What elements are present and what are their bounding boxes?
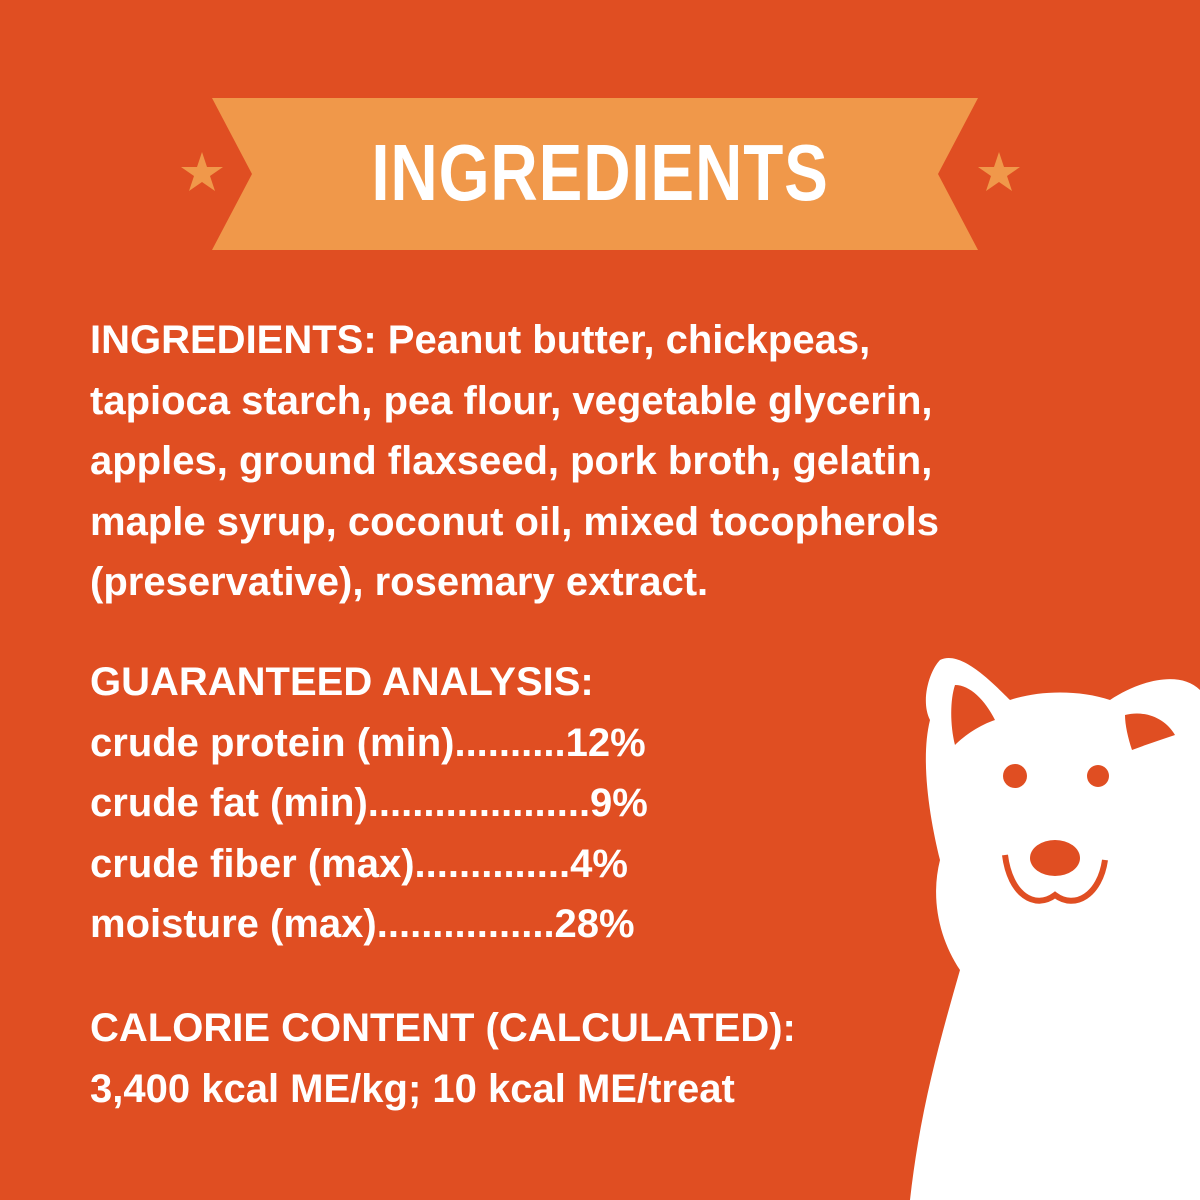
analysis-row: moisture (max)................28% [90, 902, 635, 946]
ingredients-line: tapioca starch, pea flour, vegetable gly… [90, 378, 933, 423]
analysis-row: crude fat (min)....................9% [90, 781, 648, 825]
analysis-row: crude fiber (max)..............4% [90, 841, 628, 886]
calorie-content: CALORIE CONTENT (CALCULATED): 3,400 kcal… [90, 998, 796, 1119]
star-icon [181, 152, 223, 191]
star-icon [978, 152, 1020, 191]
ingredients-banner [181, 98, 1020, 250]
ingredients-line: INGREDIENTS: Peanut butter, chickpeas, [90, 318, 871, 362]
guaranteed-analysis: GUARANTEED ANALYSIS: crude protein (min)… [90, 652, 648, 955]
calorie-heading: CALORIE CONTENT (CALCULATED): [90, 1006, 796, 1050]
calorie-value: 3,400 kcal ME/kg; 10 kcal ME/treat [90, 1066, 735, 1111]
banner-ribbon [212, 98, 978, 250]
banner-title: INGREDIENTS [371, 128, 829, 217]
analysis-row: crude protein (min)..........12% [90, 720, 646, 765]
analysis-heading: GUARANTEED ANALYSIS: [90, 660, 594, 704]
ingredients-line: apples, ground flaxseed, pork broth, gel… [90, 439, 933, 483]
ingredients-list: INGREDIENTS: Peanut butter, chickpeas, t… [90, 310, 939, 613]
dog-illustration [910, 658, 1200, 1200]
ingredients-line: (preservative), rosemary extract. [90, 560, 709, 604]
ingredients-line: maple syrup, coconut oil, mixed tocopher… [90, 499, 940, 544]
